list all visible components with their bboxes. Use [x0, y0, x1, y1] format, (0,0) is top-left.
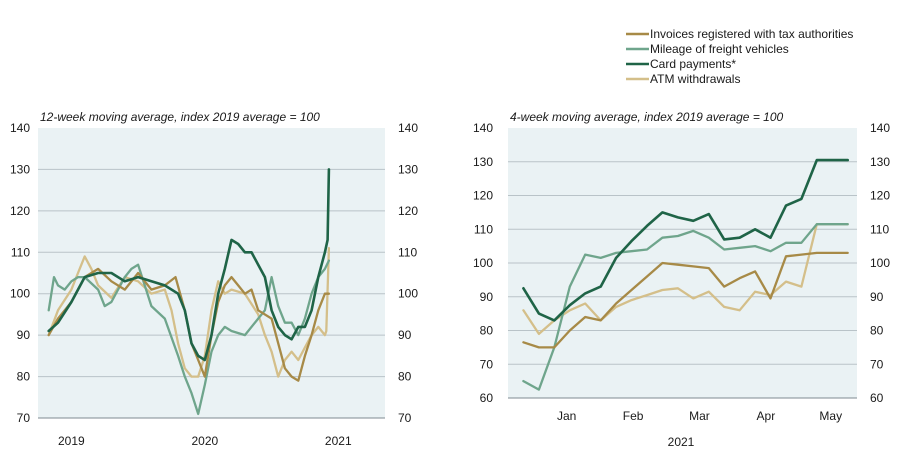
right-y-tick-left-70: 70	[480, 357, 494, 371]
right-x-tick-Apr: Apr	[757, 409, 776, 423]
right-y-tick-right-60: 60	[870, 391, 884, 405]
legend-label-invoices: Invoices registered with tax authorities	[650, 27, 853, 41]
left-y-tick-left-110: 110	[11, 245, 30, 259]
legend-label-mileage: Mileage of freight vehicles	[650, 42, 789, 56]
right-y-tick-right-80: 80	[870, 324, 884, 338]
right-y-tick-left-100: 100	[473, 256, 493, 270]
left-y-tick-left-80: 80	[17, 370, 31, 384]
left-y-tick-right-70: 70	[398, 411, 412, 425]
left-series-line-card	[47, 168, 331, 362]
right-y-tick-left-80: 80	[480, 324, 494, 338]
series-layer	[47, 158, 850, 416]
right-y-tick-left-90: 90	[480, 290, 494, 304]
right-y-tick-right-140: 140	[870, 121, 890, 135]
right-y-tick-right-70: 70	[870, 357, 884, 371]
left-y-tick-left-100: 100	[10, 287, 30, 301]
right-x-tick-Mar: Mar	[689, 409, 710, 423]
left-series-line-atm	[47, 246, 331, 378]
left-y-tick-left-70: 70	[17, 411, 31, 425]
right-series-line-card	[522, 158, 850, 322]
right-x-axis-year-label: 2021	[668, 435, 695, 449]
legend-label-atm: ATM withdrawals	[650, 72, 740, 86]
right-series-line-atm	[522, 223, 849, 336]
legend: Invoices registered with tax authorities…	[626, 27, 853, 86]
left-y-tick-right-90: 90	[398, 328, 412, 342]
left-y-tick-right-80: 80	[398, 370, 412, 384]
right-y-tick-left-130: 130	[473, 155, 493, 169]
legend-label-card: Card payments*	[650, 57, 736, 71]
left-y-tick-left-120: 120	[10, 204, 30, 218]
right-y-tick-right-90: 90	[870, 290, 884, 304]
right-series-line-mileage	[522, 223, 849, 391]
left-x-tick-2020: 2020	[191, 434, 218, 448]
left-y-tick-right-110: 110	[398, 245, 417, 259]
right-y-tick-left-120: 120	[473, 189, 493, 203]
right-y-tick-right-110: 110	[870, 222, 889, 236]
right-series-line-invoices	[522, 251, 849, 349]
left-y-tick-left-140: 140	[10, 121, 30, 135]
left-y-tick-left-90: 90	[17, 328, 31, 342]
right-y-tick-right-130: 130	[870, 155, 890, 169]
grid-layer	[38, 161, 857, 419]
right-y-tick-left-140: 140	[473, 121, 493, 135]
right-y-tick-right-100: 100	[870, 256, 890, 270]
right-y-tick-right-120: 120	[870, 189, 890, 203]
left-y-tick-right-130: 130	[398, 162, 418, 176]
right-x-tick-Feb: Feb	[623, 409, 644, 423]
right-x-tick-May: May	[819, 409, 842, 423]
left-x-tick-2019: 2019	[58, 434, 85, 448]
right-y-tick-left-110: 110	[474, 222, 493, 236]
left-y-tick-left-130: 130	[10, 162, 30, 176]
tick-layer: 70 70 80 80 90 90 100 100 110 110 120 120 130 130 140 1…	[10, 121, 890, 448]
left-y-tick-right-120: 120	[398, 204, 418, 218]
right-chart-subtitle: 4-week moving average, index 2019 averag…	[510, 110, 784, 124]
right-x-tick-Jan: Jan	[557, 409, 576, 423]
left-chart-subtitle: 12-week moving average, index 2019 avera…	[40, 110, 320, 124]
right-y-tick-left-60: 60	[480, 391, 494, 405]
left-y-tick-right-100: 100	[398, 287, 418, 301]
left-x-tick-2021: 2021	[325, 434, 352, 448]
left-y-tick-right-140: 140	[398, 121, 418, 135]
